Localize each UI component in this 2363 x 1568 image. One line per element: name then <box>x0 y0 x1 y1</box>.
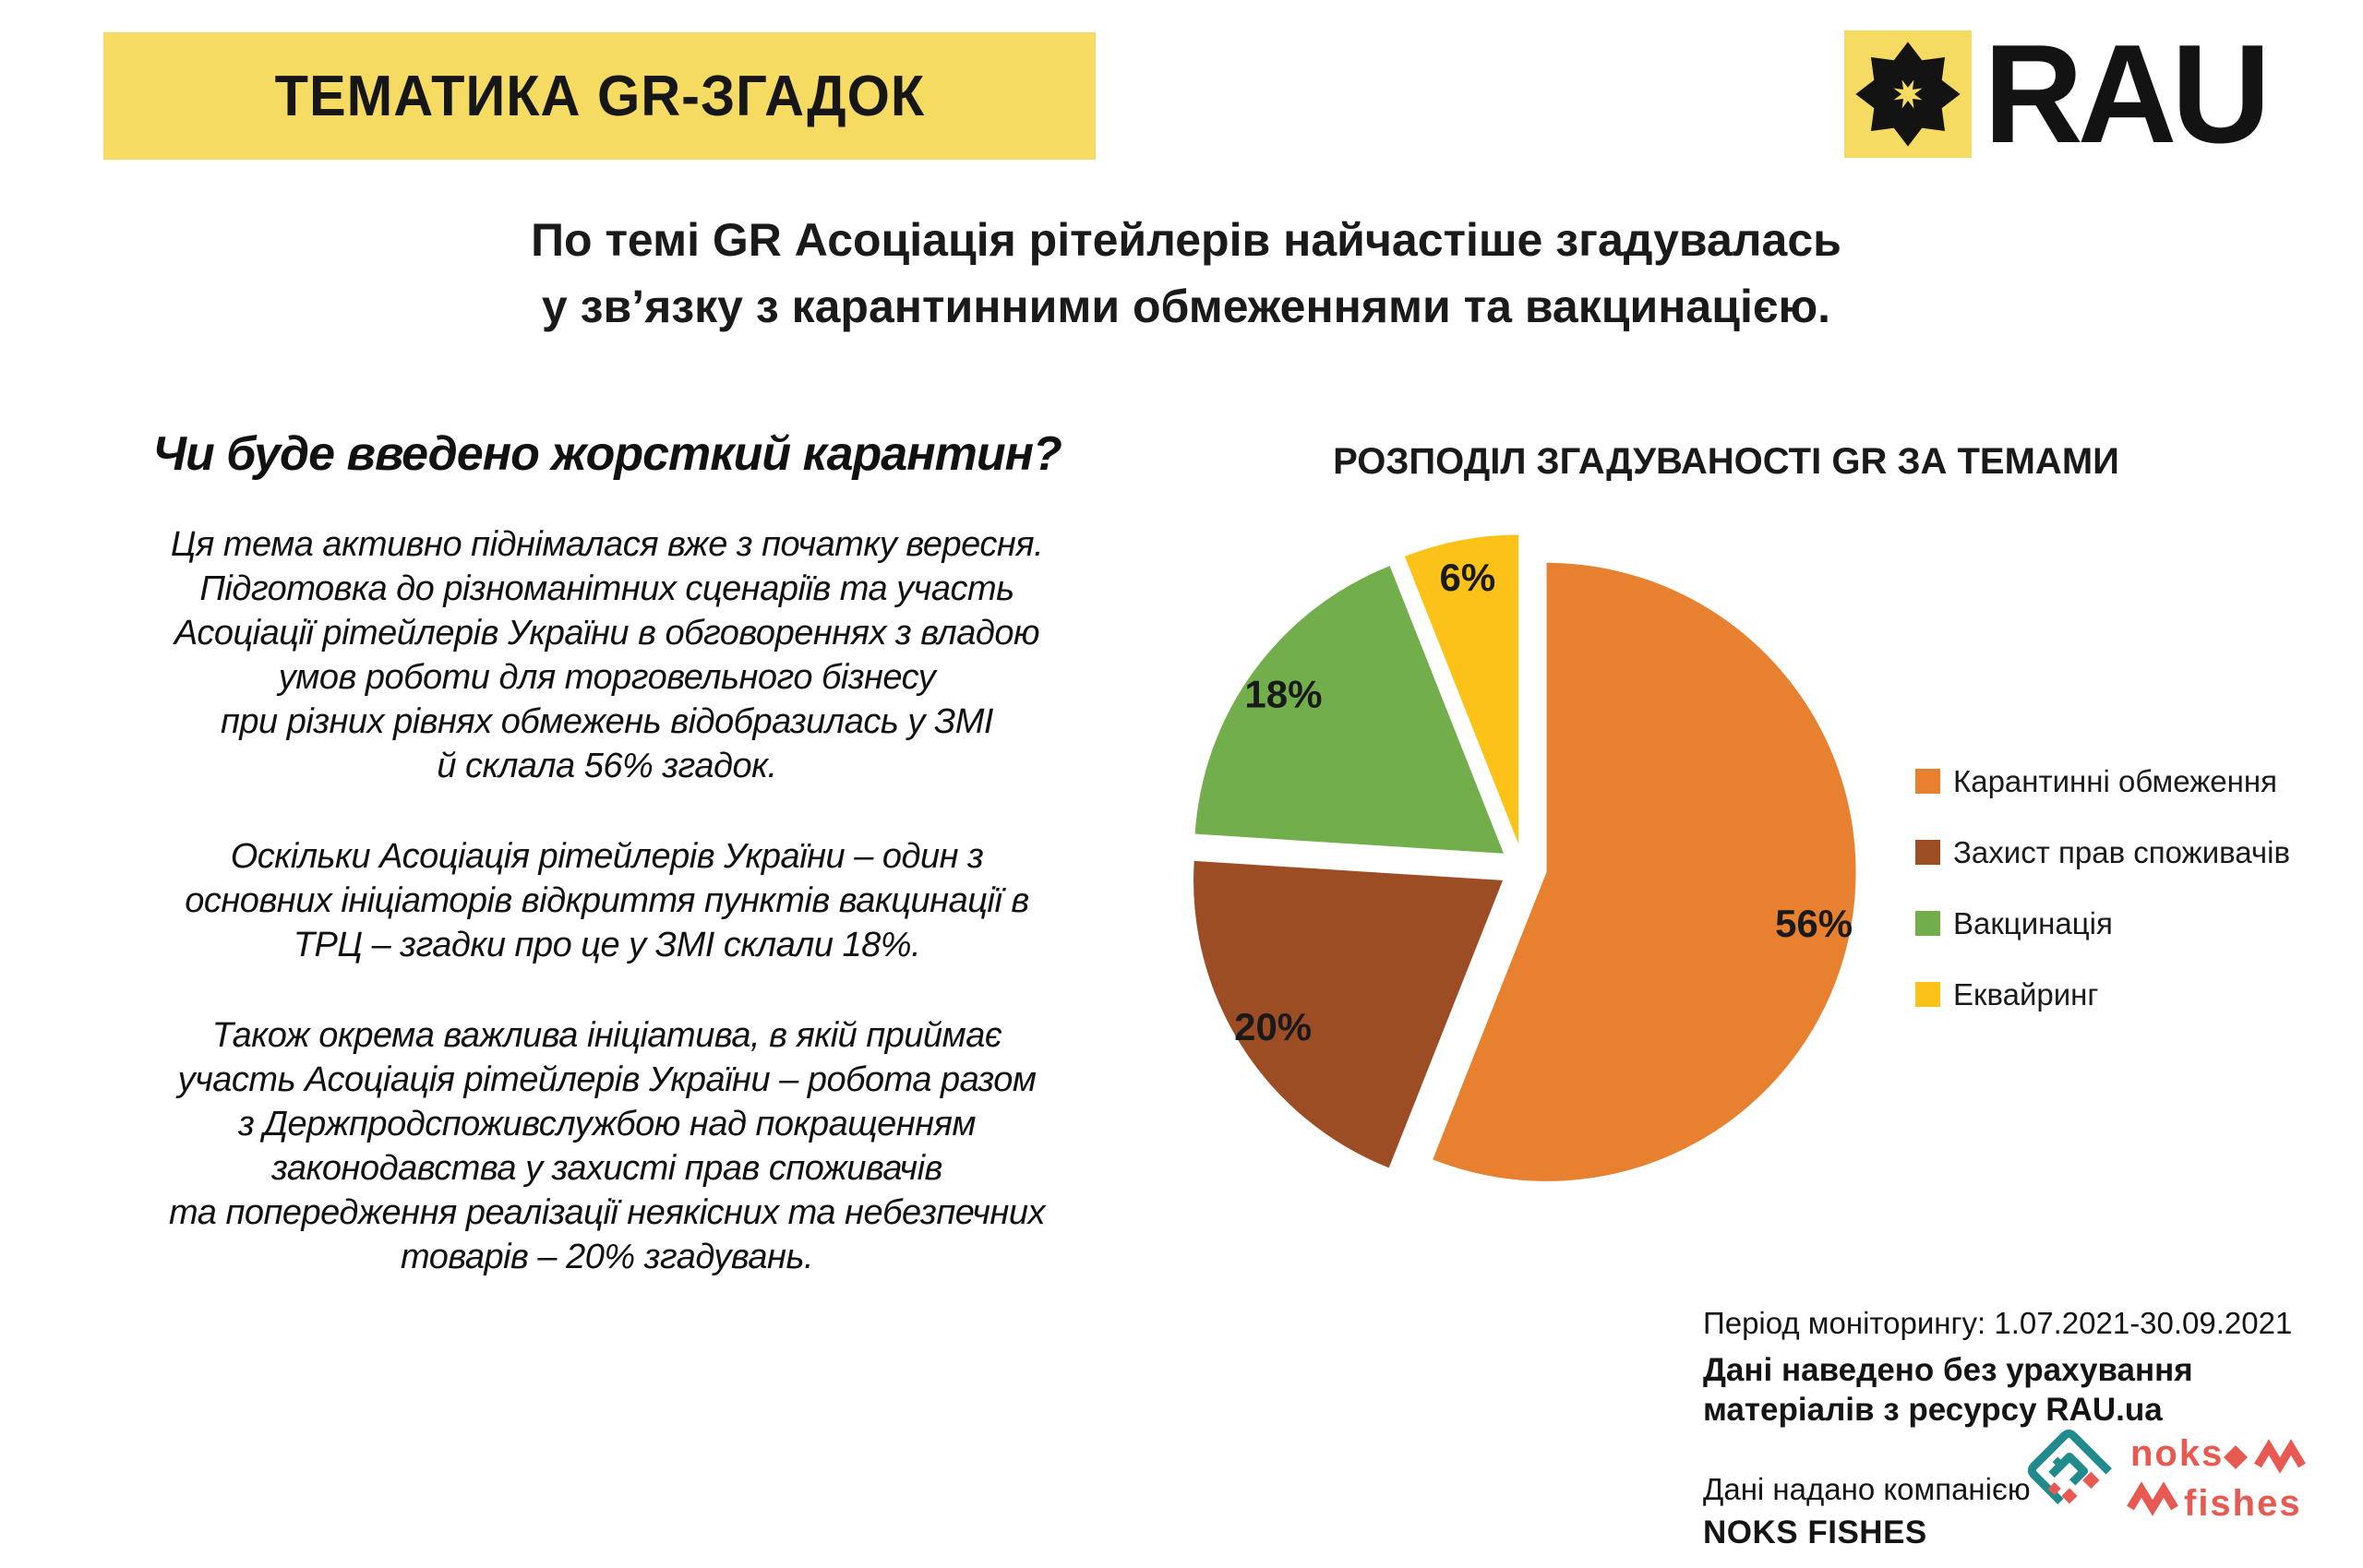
rau-logo-text: RAU <box>1984 16 2271 173</box>
noks-fishes-icon <box>2027 1429 2112 1505</box>
pie-slice-1 <box>1193 860 1504 1168</box>
pie-data-label-0: 56% <box>1775 902 1853 945</box>
footer-notes: Період моніторингу: 1.07.2021-30.09.2021… <box>1703 1306 2312 1551</box>
provider-name: NOKS FISHES <box>1703 1514 1927 1550</box>
legend-swatch-quarantine <box>1915 769 1940 794</box>
subtitle: По темі GR Асоціація рітейлерів найчасті… <box>531 214 1841 332</box>
pie-slice-0 <box>1433 562 1856 1181</box>
paragraph-vaccination: Оскільки Асоціація рітейлерів України – … <box>185 837 1029 964</box>
paragraph-consumer-rights: Також окрема важлива ініціатива, в якій … <box>169 1016 1045 1276</box>
fish-school-zigzag-icon <box>2254 1439 2306 1474</box>
rau-logo: RAU <box>1844 16 2271 173</box>
left-column: Чи буде введено жорсткий карантин? Ця те… <box>97 426 1117 1325</box>
legend-label: Вакцинація <box>1953 905 2113 940</box>
chart-legend: Карантинні обмеження Захист прав спожива… <box>1915 746 2290 1030</box>
paragraph-quarantine: Ця тема активно піднімалася вже з початк… <box>170 525 1044 785</box>
legend-item-acquiring: Еквайринг <box>1915 959 2290 1030</box>
pie-data-label-3: 6% <box>1440 556 1496 599</box>
legend-item-consumer-rights: Захист прав споживачів <box>1915 817 2290 888</box>
legend-swatch-vaccination <box>1915 911 1940 936</box>
legend-label: Еквайринг <box>1953 976 2099 1011</box>
fishes-wordmark: fishes <box>2184 1483 2302 1523</box>
legend-label: Карантинні обмеження <box>1953 763 2277 798</box>
section-heading: Чи буде введено жорсткий карантин? <box>152 427 1062 481</box>
data-disclaimer: Дані наведено без урахування матеріалів … <box>1703 1352 2193 1428</box>
legend-item-quarantine: Карантинні обмеження <box>1915 746 2290 817</box>
noks-diamond-icon <box>2224 1445 2248 1469</box>
fish-school-zigzag-icon <box>2127 1481 2178 1516</box>
legend-swatch-acquiring <box>1915 982 1940 1007</box>
rau-star-icon <box>1844 30 1972 158</box>
legend-item-vaccination: Вакцинація <box>1915 888 2290 959</box>
pie-slice-2 <box>1194 566 1504 854</box>
provided-by: Дані надано компанією <box>1703 1472 2031 1506</box>
title-banner: ТЕМАТИКА GR-ЗГАДОК <box>103 32 1096 160</box>
noks-wordmark: noks <box>2130 1433 2224 1474</box>
page-title: ТЕМАТИКА GR-ЗГАДОК <box>274 64 925 128</box>
pie-data-label-1: 20% <box>1234 1005 1312 1048</box>
monitoring-period: Період моніторингу: 1.07.2021-30.09.2021 <box>1703 1306 2293 1340</box>
pie-slice-3 <box>1404 534 1519 844</box>
pie-data-label-2: 18% <box>1244 672 1322 715</box>
legend-swatch-consumer-rights <box>1915 840 1940 865</box>
pie-chart: 56% 20% 18% 6% <box>1193 534 1856 1181</box>
chart-title: РОЗПОДІЛ ЗГАДУВАНОСТІ GR ЗА ТЕМАМИ <box>1333 441 2119 482</box>
legend-label: Захист прав споживачів <box>1953 834 2290 869</box>
noks-fishes-logo: noks fishes <box>2021 1419 2317 1524</box>
